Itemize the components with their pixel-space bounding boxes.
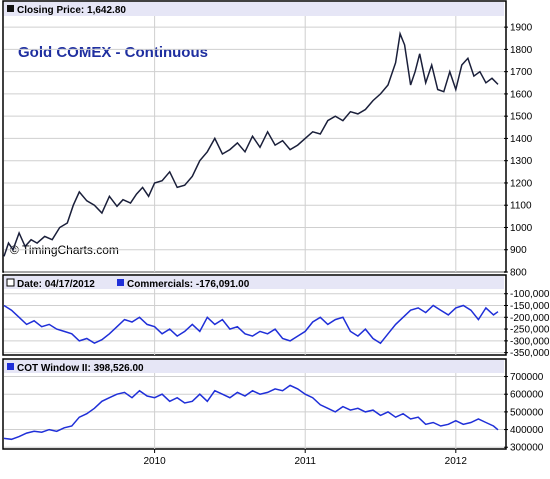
cot-series-line <box>3 384 499 441</box>
y-tick-label: 600000 <box>510 390 544 401</box>
price-legend-swatch <box>7 5 14 12</box>
cot-header-label: COT Window II: 398,526.00 <box>17 363 144 374</box>
commercials-panel: Date: 04/17/2012 Commercials: -176,091.0… <box>2 274 550 359</box>
y-tick-label: -350,000 <box>510 348 550 359</box>
y-tick-label: 1800 <box>510 45 533 56</box>
commercials-legend-swatch <box>117 279 124 286</box>
chart-title: Gold COMEX - Continuous <box>18 44 208 61</box>
commercials-gridlines <box>4 289 504 355</box>
cot-header-bar <box>4 360 504 373</box>
y-tick-label: -100,000 <box>510 289 550 300</box>
y-tick-label: 300000 <box>510 443 544 454</box>
price-header-bar <box>4 2 504 16</box>
x-tick-label: 2011 <box>294 456 316 467</box>
y-tick-label: 1600 <box>510 89 533 100</box>
cot-legend-swatch <box>7 363 14 370</box>
cot-plot-area <box>2 358 507 450</box>
x-tick-label: 2012 <box>445 456 468 467</box>
commercials-series-line <box>3 304 499 345</box>
y-tick-label: 1300 <box>510 156 533 167</box>
price-series-line <box>3 31 499 257</box>
commercials-header-label: Commercials: -176,091.00 <box>127 279 250 290</box>
commercials-y-axis: -100,000-150,000-200,000-250,000-300,000… <box>504 289 550 359</box>
price-header-label: Closing Price: 1,642.80 <box>17 5 126 16</box>
y-tick-label: 800 <box>510 268 527 279</box>
y-tick-label: -200,000 <box>510 313 550 324</box>
y-tick-label: 400000 <box>510 425 544 436</box>
y-tick-label: 1100 <box>510 201 532 212</box>
price-plot-area <box>2 0 507 273</box>
y-tick-label: 1900 <box>510 23 533 34</box>
y-tick-label: 700000 <box>510 372 544 383</box>
x-axis: 2010 2011 2012 <box>143 449 467 467</box>
price-panel: Closing Price: 1,642.80 Gold COMEX - Con… <box>2 0 533 279</box>
y-tick-label: 500000 <box>510 407 544 418</box>
y-tick-label: -150,000 <box>510 301 550 312</box>
y-tick-label: 1500 <box>510 112 533 123</box>
date-header-label: Date: 04/17/2012 <box>17 279 95 290</box>
y-tick-label: 1400 <box>510 134 533 145</box>
y-tick-label: 1000 <box>510 223 533 234</box>
cot-y-axis: 300000 400000 500000 600000 700000 <box>504 372 544 454</box>
date-legend-swatch <box>6 278 15 287</box>
y-tick-label: 1200 <box>510 178 533 189</box>
price-y-axis: 800 900 1000 1100 1200 1300 1400 1500 1600 1700 18… <box>504 23 533 279</box>
y-tick-label: -300,000 <box>510 336 550 347</box>
cot-gridlines <box>4 373 504 449</box>
y-tick-label: 900 <box>510 245 527 256</box>
cot-window-panel: COT Window II: 398,526.00 300000 400000 50… <box>2 358 544 467</box>
x-tick-label: 2010 <box>143 456 166 467</box>
commercials-header-bar <box>4 276 504 289</box>
y-tick-label: 1700 <box>510 67 533 78</box>
y-tick-label: -250,000 <box>510 325 550 336</box>
price-gridlines <box>4 16 504 273</box>
